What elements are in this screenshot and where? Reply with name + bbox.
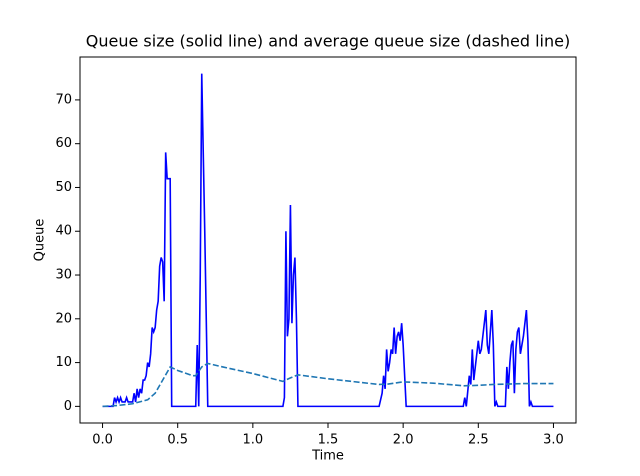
x-axis-label: Time xyxy=(311,449,344,464)
x-tick-label: 2.0 xyxy=(393,433,414,448)
y-tick-label: 20 xyxy=(55,311,72,326)
line-series xyxy=(102,73,554,408)
y-tick-label: 10 xyxy=(55,355,72,370)
x-tick-label: 0.0 xyxy=(92,433,113,448)
y-tick-label: 30 xyxy=(55,268,72,283)
plot-frame xyxy=(79,56,577,424)
line-series xyxy=(102,362,554,408)
x-tick-label: 0.5 xyxy=(167,433,188,448)
x-tick-label: 2.5 xyxy=(468,433,489,448)
y-tick-label: 40 xyxy=(55,224,72,239)
x-tick-label: 1.0 xyxy=(243,433,264,448)
y-tick-label: 70 xyxy=(55,92,72,107)
y-tick-label: 50 xyxy=(55,180,72,195)
y-axis-label: Queue xyxy=(33,219,48,262)
y-tick-label: 0 xyxy=(64,399,72,414)
x-tick-label: 1.5 xyxy=(318,433,339,448)
x-tick-label: 3.0 xyxy=(543,433,564,448)
chart-title: Queue size (solid line) and average queu… xyxy=(86,32,570,51)
y-tick-label: 60 xyxy=(55,136,72,151)
